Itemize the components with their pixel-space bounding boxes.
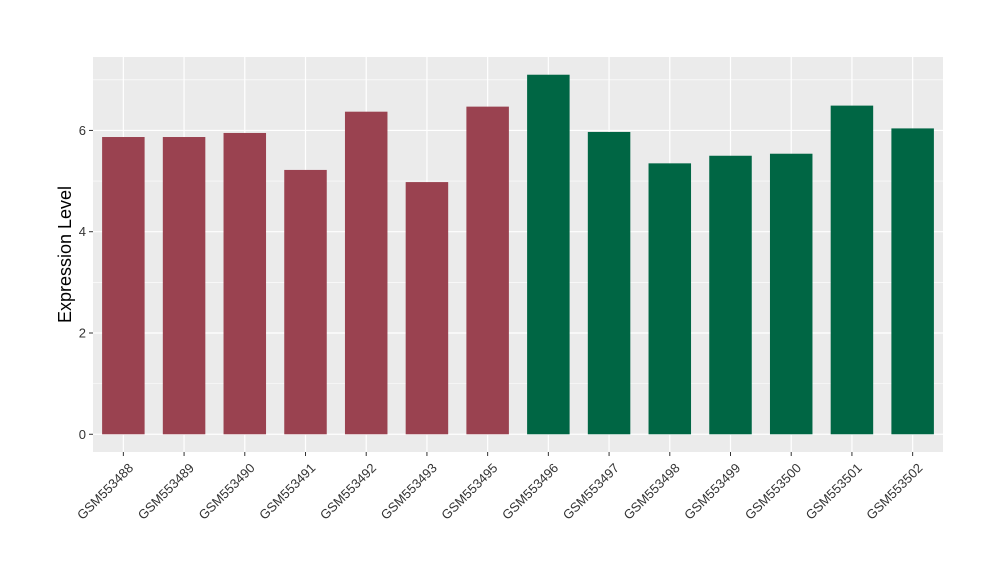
x-tick-label: GSM553498 <box>620 460 682 522</box>
bar <box>102 137 145 435</box>
bar <box>527 74 570 435</box>
x-axis-ticks: GSM553488GSM553489GSM553490GSM553491GSM5… <box>74 452 926 523</box>
x-tick-label: GSM553491 <box>256 460 318 522</box>
x-tick-label: GSM553502 <box>863 460 925 522</box>
x-tick-label: GSM553490 <box>195 460 257 522</box>
plot-panel <box>93 57 943 452</box>
x-tick-label: GSM553492 <box>317 460 379 522</box>
y-tick-label: 6 <box>79 123 86 138</box>
x-tick-label: GSM553488 <box>74 460 136 522</box>
bar <box>223 132 267 435</box>
bar <box>466 106 509 435</box>
bar <box>709 155 752 435</box>
x-tick-label: GSM553496 <box>499 460 561 522</box>
y-tick-label: 4 <box>79 224 86 239</box>
x-tick-label: GSM553501 <box>803 460 865 522</box>
bar <box>284 169 327 435</box>
bar <box>587 131 631 435</box>
x-tick-label: GSM553500 <box>742 460 804 522</box>
bar <box>162 137 206 435</box>
bar <box>830 105 874 435</box>
x-tick-label: GSM553493 <box>378 460 440 522</box>
y-tick-label: 0 <box>79 427 86 442</box>
x-tick-label: GSM553497 <box>560 460 622 522</box>
bar <box>344 111 388 435</box>
y-axis-title: Expression Level <box>55 186 75 323</box>
x-tick-label: GSM553499 <box>681 460 743 522</box>
bar <box>648 163 692 435</box>
bar <box>891 128 934 435</box>
y-tick-label: 2 <box>79 325 86 340</box>
y-axis-ticks: 0 2 4 6 <box>79 123 93 442</box>
bar <box>769 153 813 435</box>
x-tick-label: GSM553495 <box>438 460 500 522</box>
bar <box>405 182 449 435</box>
bars <box>102 74 934 435</box>
x-tick-label: GSM553489 <box>135 460 197 522</box>
